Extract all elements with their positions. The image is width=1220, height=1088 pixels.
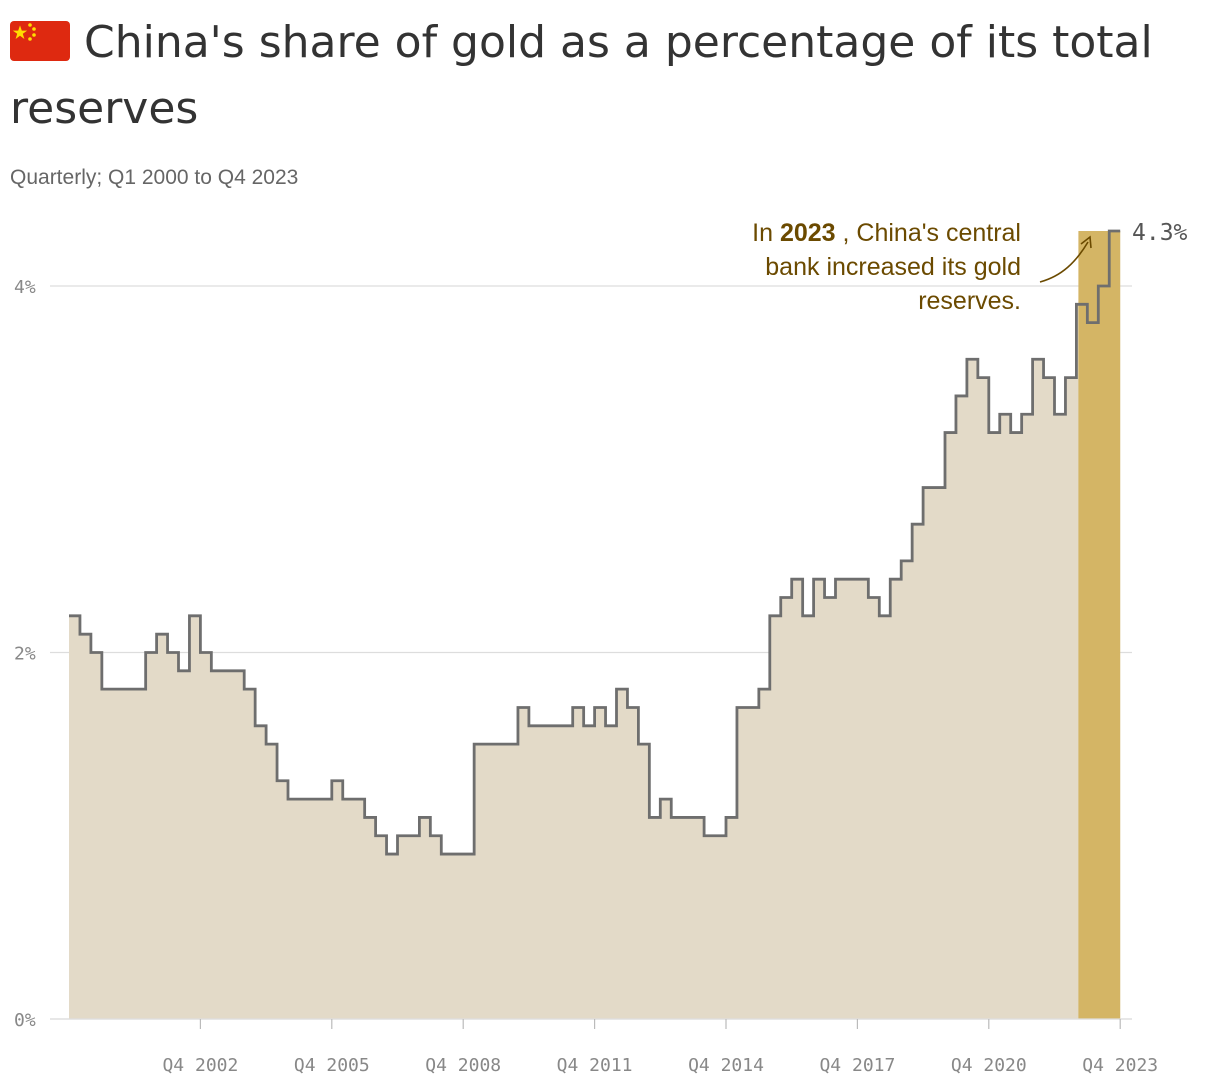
chart-subtitle: Quarterly; Q1 2000 to Q4 2023 bbox=[10, 166, 299, 189]
chart-title-text: China's share of gold as a percentage of… bbox=[10, 17, 1153, 134]
x-axis: Q4 2002 Q4 2005 Q4 2008 Q4 2011 Q4 2014 Q4 20… bbox=[50, 1018, 1158, 1076]
x-tick-label: Q4 2005 bbox=[294, 1055, 370, 1076]
chart-title: China's share of gold as a percentage of… bbox=[10, 10, 1190, 142]
x-tick-label: Q4 2011 bbox=[557, 1055, 633, 1076]
annotation-line-1-suffix: , China's central bbox=[836, 219, 1021, 247]
x-tick-label: Q4 2023 bbox=[1082, 1055, 1158, 1076]
x-tick-label: Q4 2008 bbox=[425, 1055, 501, 1076]
y-axis: 0% 2% 4% bbox=[14, 277, 36, 1031]
chart-svg: 0%2%4% Q4 2002 Q4 2005 Q4 2008 Q4 2011 Q4 20… bbox=[14, 219, 1188, 1076]
data-area bbox=[69, 231, 1121, 1019]
annotation-arrow bbox=[1039, 241, 1089, 283]
annotation-arrowhead-icon bbox=[1080, 235, 1092, 249]
y-tick-label: 2% bbox=[14, 643, 36, 664]
annotation-line-1: In 2023 , China's central bbox=[752, 219, 1021, 247]
annotation-year: 2023 bbox=[780, 219, 836, 247]
x-tick-label: Q4 2017 bbox=[819, 1055, 895, 1076]
y-tick-label: 4% bbox=[14, 277, 36, 298]
y-tick-label: 0% bbox=[14, 1010, 36, 1031]
highlight-2023-bar bbox=[1078, 231, 1121, 1019]
china-flag-icon bbox=[10, 21, 70, 61]
x-tick-label: Q4 2020 bbox=[951, 1055, 1027, 1076]
data-line bbox=[69, 229, 1121, 856]
annotation: In 2023 , China's central bank increased… bbox=[752, 219, 1092, 315]
x-tick-label: Q4 2014 bbox=[688, 1055, 764, 1076]
end-value-label: 4.3% bbox=[1132, 220, 1188, 246]
annotation-line-1-prefix: In bbox=[752, 219, 780, 247]
x-tick-label: Q4 2002 bbox=[162, 1055, 238, 1076]
annotation-line-3: reserves. bbox=[918, 287, 1021, 315]
annotation-line-2: bank increased its gold bbox=[765, 253, 1021, 281]
